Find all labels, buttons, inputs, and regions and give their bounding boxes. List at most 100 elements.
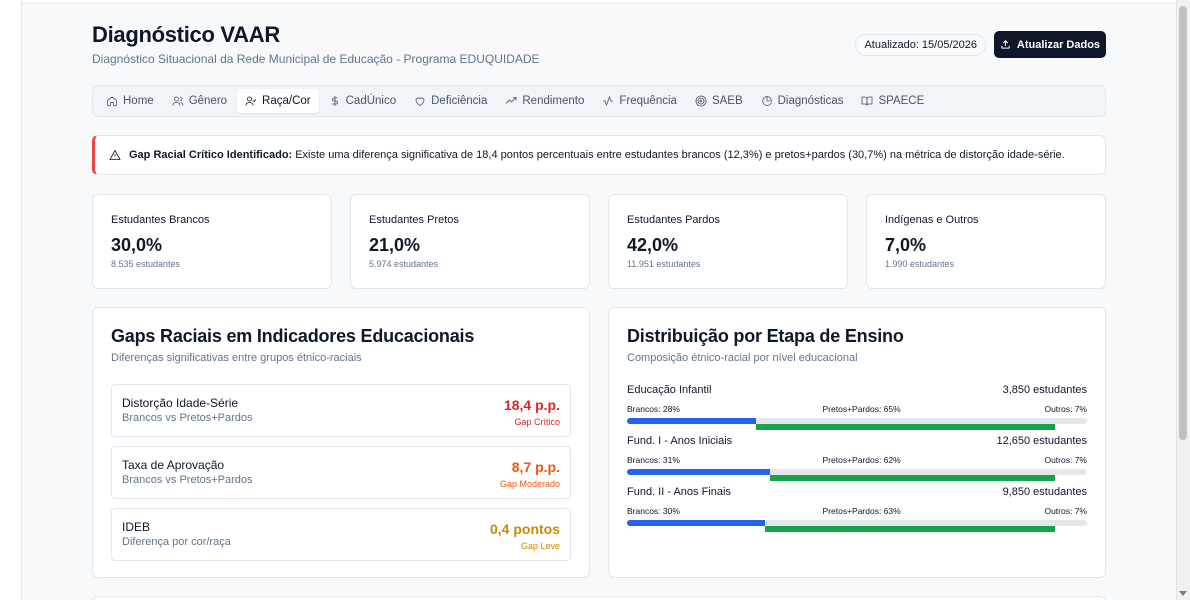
stage-distribution-panel: Distribuição por Etapa de Ensino Composi… bbox=[608, 307, 1106, 578]
heart-icon bbox=[415, 97, 425, 106]
gap-description: Brancos vs Pretos+Pardos bbox=[122, 412, 253, 424]
stat-count: 11.951 estudantes bbox=[627, 259, 701, 269]
stat-count: 1.990 estudantes bbox=[885, 259, 955, 269]
tab-genero[interactable]: Gênero bbox=[164, 89, 235, 113]
tab-label: Rendimento bbox=[522, 95, 585, 107]
home-icon bbox=[107, 96, 117, 106]
tab-label: CadÚnico bbox=[345, 95, 397, 107]
stat-value: 21,0% bbox=[369, 235, 421, 255]
tab-home[interactable]: Home bbox=[98, 89, 162, 113]
panel-title: Gaps Raciais em Indicadores Educacionais bbox=[111, 326, 475, 346]
panel-subtitle: Diferenças significativas entre grupos é… bbox=[111, 352, 362, 364]
gap-value: 18,4 p.p. bbox=[503, 397, 560, 413]
stage-name: Educação Infantil bbox=[627, 384, 712, 396]
stat-card-pardos: Estudantes Pardos 42,0% 11.951 estudante… bbox=[608, 194, 848, 289]
tab-label: Home bbox=[123, 95, 154, 107]
stat-count: 8.535 estudantes bbox=[111, 259, 181, 269]
target-icon bbox=[695, 95, 707, 107]
tab-label: SAEB bbox=[711, 95, 743, 107]
stat-value: 7,0% bbox=[885, 235, 927, 255]
brancos-label: Brancos: 31% bbox=[627, 455, 680, 465]
page-title: Diagnóstico VAAR bbox=[92, 22, 280, 47]
gap-level: Gap Leve bbox=[520, 541, 560, 551]
pretos-pardos-bar bbox=[765, 526, 1055, 532]
stat-count: 5.974 estudantes bbox=[369, 259, 439, 269]
composition-bar bbox=[627, 469, 1087, 481]
refresh-data-button[interactable]: Atualizar Dados bbox=[994, 31, 1106, 58]
tab-label: Diagnósticas bbox=[777, 95, 844, 107]
next-section-card bbox=[92, 596, 1106, 600]
tab-deficiencia[interactable]: Deficiência bbox=[406, 89, 495, 113]
tab-saeb[interactable]: SAEB bbox=[687, 89, 751, 113]
tab-label: Deficiência bbox=[431, 95, 488, 107]
tab-rendimento[interactable]: Rendimento bbox=[497, 89, 592, 113]
page-subtitle: Diagnóstico Situacional da Rede Municipa… bbox=[92, 52, 540, 66]
stat-label: Estudantes Pretos bbox=[369, 214, 459, 226]
pretos-pardos-bar bbox=[755, 424, 1055, 430]
stat-label: Estudantes Pardos bbox=[627, 214, 720, 226]
stage-name: Fund. II - Anos Finais bbox=[627, 486, 731, 498]
left-rail bbox=[0, 0, 22, 600]
warning-triangle-icon bbox=[109, 149, 121, 160]
gap-name: Distorção Idade-Série bbox=[122, 396, 239, 410]
gap-name: Taxa de Aprovação bbox=[122, 458, 225, 472]
racial-gaps-panel: Gaps Raciais em Indicadores Educacionais… bbox=[92, 307, 590, 578]
top-divider bbox=[22, 0, 1176, 4]
pretos-pardos-label: Pretos+Pardos: 63% bbox=[822, 506, 901, 516]
stat-card-pretos: Estudantes Pretos 21,0% 5.974 estudantes bbox=[350, 194, 590, 289]
distribution-list: Educação Infantil 3,850 estudantes Branc… bbox=[627, 384, 1087, 537]
scrollbar[interactable] bbox=[1176, 0, 1190, 600]
trending-up-icon bbox=[506, 97, 517, 104]
brancos-label: Brancos: 28% bbox=[627, 404, 680, 414]
pretos-pardos-label: Pretos+Pardos: 62% bbox=[822, 455, 901, 465]
dollar-icon bbox=[331, 96, 338, 106]
tab-raca-cor[interactable]: Raça/Cor bbox=[237, 89, 319, 113]
bar-track bbox=[627, 469, 1087, 475]
tab-frequencia[interactable]: Frequência bbox=[594, 89, 685, 113]
pie-chart-icon bbox=[761, 96, 772, 106]
scrollbar-thumb[interactable] bbox=[1179, 6, 1187, 440]
bar-track bbox=[627, 520, 1087, 526]
distribution-item: Fund. II - Anos Finais 9,850 estudantes … bbox=[627, 486, 1087, 537]
tab-diagnosticas[interactable]: Diagnósticas bbox=[753, 89, 852, 113]
gap-name: IDEB bbox=[122, 520, 151, 534]
gap-description: Diferença por cor/raça bbox=[122, 536, 231, 548]
gap-description: Brancos vs Pretos+Pardos bbox=[122, 474, 253, 486]
users-icon bbox=[172, 96, 184, 106]
tab-spaece[interactable]: SPAECE bbox=[853, 89, 932, 113]
scroll-down-arrow-icon[interactable] bbox=[1179, 591, 1187, 596]
tab-bar: Home Gênero Raça/Cor CadÚnico Deficiênci… bbox=[92, 85, 1106, 117]
outros-label: Outros: 7% bbox=[1044, 404, 1087, 414]
panel-subtitle: Composição étnico-racial por nível educa… bbox=[627, 352, 858, 364]
composition-bar bbox=[627, 418, 1087, 430]
stage-total: 12,650 estudantes bbox=[996, 435, 1087, 447]
stat-card-indigenas-outros: Indígenas e Outros 7,0% 1.990 estudantes bbox=[866, 194, 1106, 289]
stage-total: 3,850 estudantes bbox=[1002, 384, 1087, 396]
activity-icon bbox=[603, 95, 614, 107]
critical-gap-alert: Gap Racial Crítico Identificado: Existe … bbox=[92, 135, 1106, 175]
stat-value: 42,0% bbox=[627, 235, 679, 255]
stat-card-brancos: Estudantes Brancos 30,0% 8.535 estudante… bbox=[92, 194, 332, 289]
pretos-pardos-bar bbox=[769, 475, 1055, 481]
stage-total: 9,850 estudantes bbox=[1002, 486, 1087, 498]
brancos-bar bbox=[627, 469, 770, 475]
tab-label: Gênero bbox=[188, 95, 228, 107]
tab-cadunico[interactable]: CadÚnico bbox=[321, 89, 405, 113]
gap-item: Taxa de Aprovação Brancos vs Pretos+Pard… bbox=[111, 446, 571, 499]
stat-label: Estudantes Brancos bbox=[111, 214, 210, 226]
header: Diagnóstico VAAR Diagnóstico Situacional… bbox=[92, 0, 1106, 84]
bar-track bbox=[627, 418, 1087, 424]
distribution-item: Educação Infantil 3,850 estudantes Branc… bbox=[627, 384, 1087, 435]
brancos-label: Brancos: 30% bbox=[627, 506, 680, 516]
tab-label: SPAECE bbox=[878, 95, 925, 107]
stat-value: 30,0% bbox=[111, 235, 163, 255]
updated-badge: Atualizado: 15/05/2026 bbox=[855, 34, 986, 56]
stage-name: Fund. I - Anos Iniciais bbox=[627, 435, 733, 447]
brancos-bar bbox=[627, 520, 765, 526]
distribution-item: Fund. I - Anos Iniciais 12,650 estudante… bbox=[627, 435, 1087, 486]
panel-title: Distribuição por Etapa de Ensino bbox=[627, 326, 904, 346]
composition-bar bbox=[627, 520, 1087, 532]
gap-level: Gap Crítico bbox=[514, 417, 560, 427]
outros-label: Outros: 7% bbox=[1044, 455, 1087, 465]
alert-title: Gap Racial Crítico Identificado: bbox=[129, 149, 293, 161]
